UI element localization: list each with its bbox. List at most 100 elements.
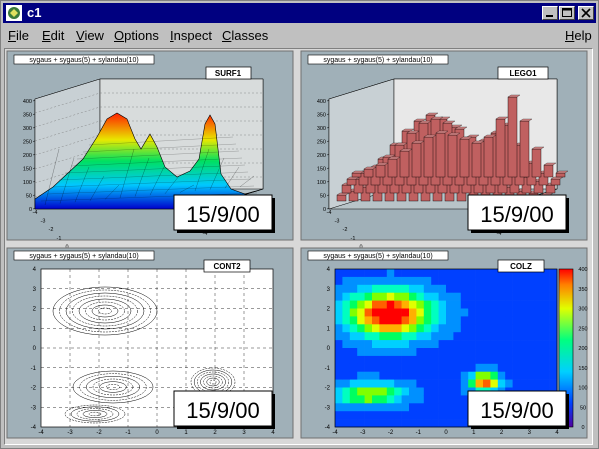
contour-ring — [82, 410, 108, 418]
heatmap-cell — [335, 284, 343, 293]
contour-ring — [88, 411, 102, 417]
contour-ring — [86, 376, 140, 398]
heatmap-cell — [446, 419, 454, 428]
lego-bar — [341, 184, 352, 194]
title-bar[interactable]: c1 — [3, 3, 596, 23]
heatmap-cell — [542, 340, 550, 349]
heatmap-cell — [409, 324, 417, 333]
heatmap-cell — [542, 269, 550, 278]
heatmap-cell — [431, 371, 439, 380]
scale-tick-label: 100 — [578, 386, 587, 392]
heatmap-cell — [497, 284, 506, 293]
heatmap-cell — [527, 269, 536, 278]
menu-inspect[interactable]: Inspect — [170, 28, 212, 43]
heatmap-cell — [379, 348, 388, 357]
z-tick-label: 350 — [317, 113, 326, 119]
heatmap-cell — [512, 316, 521, 325]
heatmap-cell — [423, 387, 432, 396]
menu-classes[interactable]: Classes — [222, 28, 268, 43]
heatmap-cell — [342, 371, 351, 380]
z-tick — [32, 208, 36, 210]
heatmap-cell — [423, 379, 432, 388]
heatmap-cell — [453, 284, 462, 293]
heatmap-cell — [460, 387, 469, 396]
heatmap-cell — [534, 324, 543, 333]
pad-colz[interactable]: sygaus + sygaus(5) + sylandau(10) 050100… — [300, 247, 588, 439]
heatmap-cell — [349, 324, 358, 333]
close-button[interactable] — [578, 6, 594, 20]
heatmap-cell — [438, 308, 447, 317]
heatmap-cell — [446, 300, 454, 309]
heatmap-cell — [446, 403, 454, 412]
pad-lego1[interactable]: sygaus + sygaus(5) + sylandau(10) 0 50 100… — [300, 50, 588, 285]
menu-view[interactable]: View — [76, 28, 104, 43]
heatmap-cell — [468, 316, 476, 325]
y-tick-label: -4 — [325, 425, 331, 431]
heatmap-cell — [542, 308, 550, 317]
lego-bar — [435, 132, 446, 178]
menu-edit[interactable]: Edit — [42, 28, 64, 43]
lego-bar-top — [447, 132, 461, 136]
heatmap-cell — [542, 371, 550, 380]
heatmap-cell — [460, 419, 469, 428]
heatmap-cell — [342, 284, 351, 293]
heatmap-cell — [379, 411, 388, 420]
heatmap-cell — [438, 284, 447, 293]
heatmap-cell — [453, 411, 462, 420]
root-canvas[interactable]: sygaus + sygaus(5) + sylandau(10) 0 50 100… — [4, 48, 593, 445]
heatmap-cell — [460, 379, 469, 388]
heatmap-cell — [423, 395, 432, 404]
x-tick-label: -2 — [343, 227, 348, 233]
pad-cont2[interactable]: sygaus + sygaus(5) + sylandau(10) -4 -3 -2… — [6, 247, 294, 439]
heatmap-cell — [534, 316, 543, 325]
menu-bar: File Edit View Options Inspect Classes H… — [3, 25, 596, 47]
lego-bar — [550, 178, 561, 186]
heatmap-cell — [394, 340, 402, 349]
close-icon — [581, 8, 591, 18]
heatmap-cell — [342, 387, 351, 396]
canvas-svg[interactable]: sygaus + sygaus(5) + sylandau(10) 050100… — [5, 49, 592, 444]
heatmap-cell — [364, 276, 373, 286]
heatmap-cell — [534, 269, 543, 278]
menu-edit-label: dit — [50, 28, 65, 43]
minimize-button[interactable] — [542, 6, 558, 20]
heatmap-cell — [460, 269, 469, 278]
heatmap-cell — [386, 316, 395, 325]
x-tick-label: 0 — [359, 244, 362, 250]
mesh-line — [46, 185, 255, 195]
mesh-line — [104, 184, 120, 200]
heatmap-cell — [423, 316, 432, 325]
x-tick-label: -3 — [335, 219, 340, 225]
heatmap-cell — [394, 316, 402, 325]
heatmap-cell — [401, 324, 410, 333]
heatmap-cell — [372, 332, 380, 341]
heatmap-cell — [431, 324, 439, 333]
heatmap-cell — [394, 403, 402, 412]
heatmap-cell — [423, 269, 432, 278]
heatmap-cell — [416, 411, 425, 420]
menu-options-label: ptions — [124, 28, 159, 43]
menu-file[interactable]: File — [8, 28, 29, 43]
maximize-button[interactable] — [559, 6, 575, 20]
heatmap-cell — [409, 340, 417, 349]
lego-bar-top — [531, 146, 545, 150]
menu-help[interactable]: Help — [565, 28, 592, 43]
scale-tick-label: 350 — [578, 287, 587, 293]
surf-z-axis-labels: 0 50 100 150 200 250 300 350 400 — [23, 99, 36, 213]
heatmap-cell — [460, 395, 469, 404]
heatmap-cell — [527, 284, 536, 293]
heatmap-cell — [416, 387, 425, 396]
heatmap-cell — [512, 292, 521, 301]
heatmap-cell — [335, 395, 343, 404]
heatmap-cell — [386, 387, 395, 396]
pad-surf1[interactable]: sygaus + sygaus(5) + sylandau(10) 0 50 100… — [6, 50, 294, 285]
heatmap-cell — [409, 411, 417, 420]
menu-options[interactable]: Options — [114, 28, 159, 43]
heatmap-cell — [386, 371, 395, 380]
heatmap-cell — [431, 340, 439, 349]
heatmap-cell — [505, 379, 513, 388]
heatmap-cell — [505, 332, 513, 341]
z-tick — [326, 194, 330, 196]
heatmap-cell — [386, 324, 395, 333]
heatmap-cell — [468, 269, 476, 278]
